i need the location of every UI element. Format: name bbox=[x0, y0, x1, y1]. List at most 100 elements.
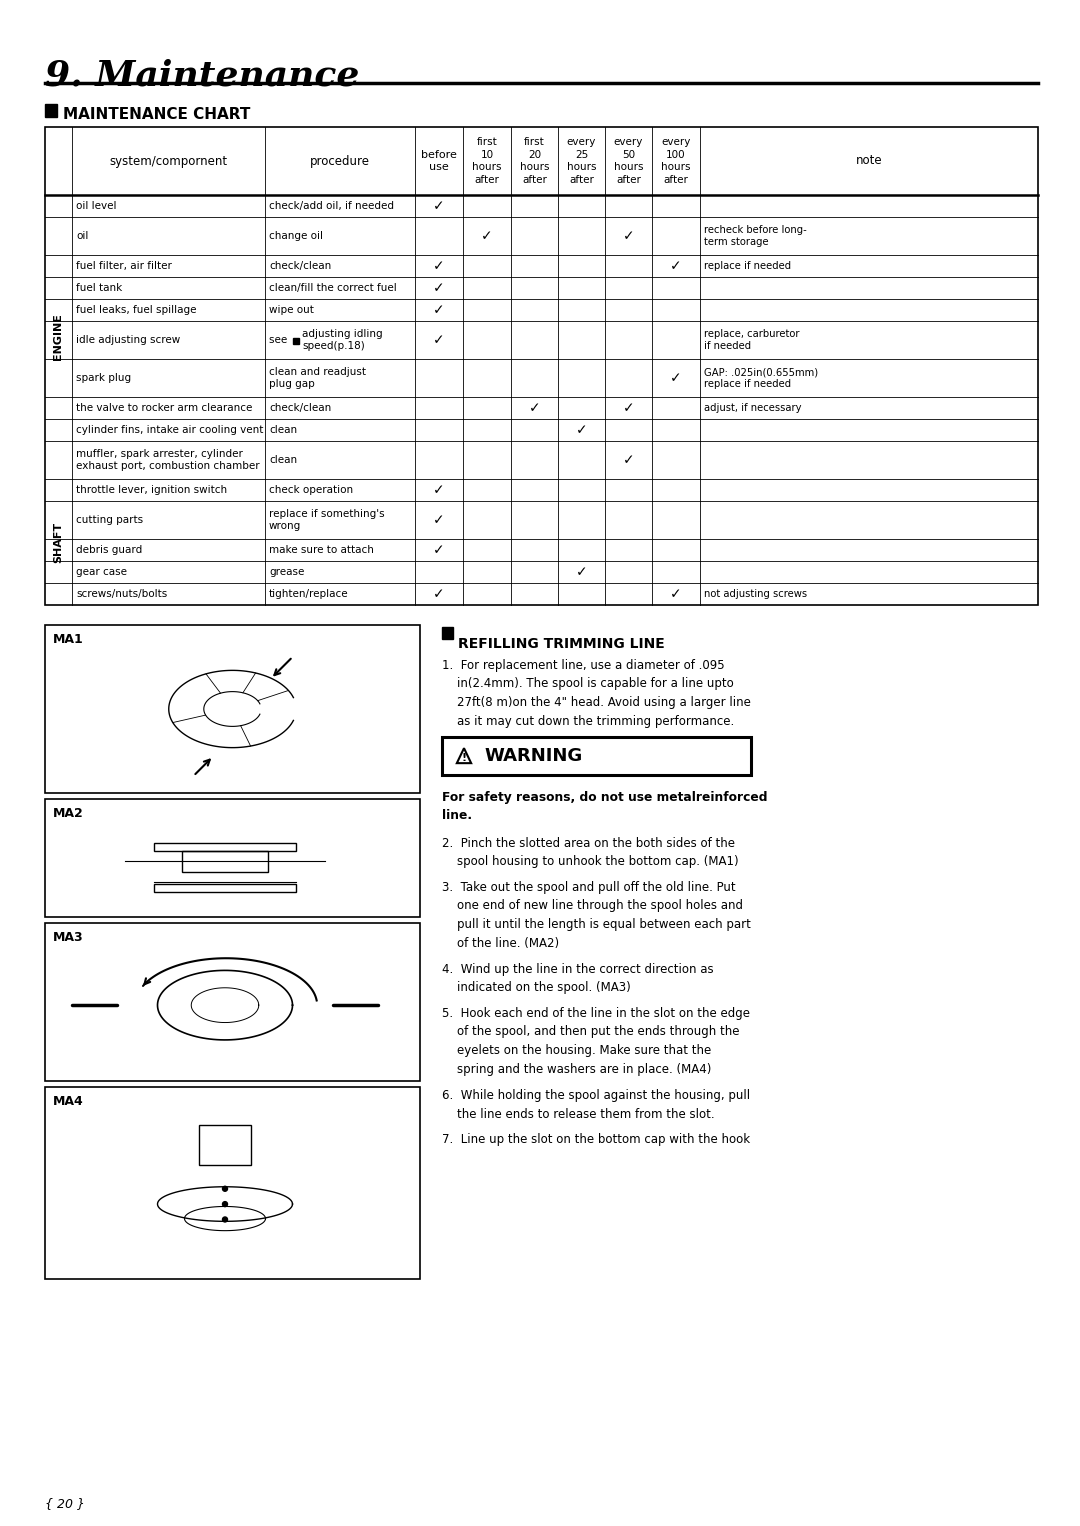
Text: ✓: ✓ bbox=[529, 401, 540, 415]
Text: gear case: gear case bbox=[76, 568, 127, 577]
Circle shape bbox=[222, 1216, 228, 1222]
Text: fuel filter, air filter: fuel filter, air filter bbox=[76, 261, 172, 272]
Text: screws/nuts/bolts: screws/nuts/bolts bbox=[76, 589, 167, 600]
Text: first
20
hours
after: first 20 hours after bbox=[519, 137, 550, 185]
Text: grease: grease bbox=[269, 568, 305, 577]
Text: MA3: MA3 bbox=[53, 931, 83, 945]
Text: ✓: ✓ bbox=[576, 565, 588, 578]
Text: ✓: ✓ bbox=[433, 543, 445, 557]
Text: GAP: .025in(0.655mm)
replace if needed: GAP: .025in(0.655mm) replace if needed bbox=[704, 368, 819, 389]
Text: SHAFT: SHAFT bbox=[53, 522, 63, 563]
Text: 2.  Pinch the slotted area on the both sides of the
    spool housing to unhook : 2. Pinch the slotted area on the both si… bbox=[442, 836, 739, 868]
Text: replace, carburetor
if needed: replace, carburetor if needed bbox=[704, 330, 799, 351]
Text: adjust, if necessary: adjust, if necessary bbox=[704, 403, 801, 414]
Bar bbox=[45, 127, 1038, 604]
Text: clean and readjust
plug gap: clean and readjust plug gap bbox=[269, 368, 366, 389]
Text: the valve to rocker arm clearance: the valve to rocker arm clearance bbox=[76, 403, 253, 414]
Text: clean: clean bbox=[269, 455, 297, 465]
Text: ENGINE: ENGINE bbox=[53, 313, 63, 360]
Text: 3.  Take out the spool and pull off the old line. Put
    one end of new line th: 3. Take out the spool and pull off the o… bbox=[442, 881, 751, 949]
Text: fuel leaks, fuel spillage: fuel leaks, fuel spillage bbox=[76, 305, 197, 314]
Text: 4.  Wind up the line in the correct direction as
    indicated on the spool. (MA: 4. Wind up the line in the correct direc… bbox=[442, 963, 714, 995]
Text: ✓: ✓ bbox=[433, 259, 445, 273]
Text: cutting parts: cutting parts bbox=[76, 514, 144, 525]
Text: 6.  While holding the spool against the housing, pull
    the line ends to relea: 6. While holding the spool against the h… bbox=[442, 1090, 751, 1120]
Text: change oil: change oil bbox=[269, 230, 323, 241]
Text: adjusting idling
speed(p.18): adjusting idling speed(p.18) bbox=[302, 330, 382, 351]
Text: replace if something's
wrong: replace if something's wrong bbox=[269, 510, 384, 531]
Text: MAINTENANCE CHART: MAINTENANCE CHART bbox=[63, 107, 251, 122]
Text: ✓: ✓ bbox=[623, 229, 634, 243]
Text: not adjusting screws: not adjusting screws bbox=[704, 589, 807, 600]
Text: make sure to attach: make sure to attach bbox=[269, 545, 374, 555]
Bar bbox=[442, 627, 453, 639]
Text: before
use: before use bbox=[421, 150, 457, 172]
Text: recheck before long-
term storage: recheck before long- term storage bbox=[704, 226, 807, 247]
Text: 7.  Line up the slot on the bottom cap with the hook: 7. Line up the slot on the bottom cap wi… bbox=[442, 1132, 751, 1146]
Bar bbox=[45, 104, 57, 118]
Text: check operation: check operation bbox=[269, 485, 353, 494]
Text: wipe out: wipe out bbox=[269, 305, 314, 314]
Text: cylinder fins, intake air cooling vent: cylinder fins, intake air cooling vent bbox=[76, 426, 264, 435]
Text: throttle lever, ignition switch: throttle lever, ignition switch bbox=[76, 485, 227, 494]
Circle shape bbox=[222, 1186, 228, 1192]
Text: spark plug: spark plug bbox=[76, 372, 131, 383]
Text: clean/fill the correct fuel: clean/fill the correct fuel bbox=[269, 282, 396, 293]
Text: 1.  For replacement line, use a diameter of .095
    in(2.4mm). The spool is cap: 1. For replacement line, use a diameter … bbox=[442, 659, 751, 728]
Bar bbox=[153, 884, 296, 893]
Bar bbox=[442, 737, 751, 775]
Bar bbox=[153, 842, 296, 852]
Text: every
100
hours
after: every 100 hours after bbox=[661, 137, 691, 185]
Text: debris guard: debris guard bbox=[76, 545, 143, 555]
Text: 9. Maintenance: 9. Maintenance bbox=[45, 58, 360, 92]
Bar bbox=[45, 626, 420, 794]
Text: system/compornent: system/compornent bbox=[109, 154, 228, 168]
Text: idle adjusting screw: idle adjusting screw bbox=[76, 336, 180, 345]
Bar bbox=[199, 1125, 252, 1166]
Bar bbox=[293, 337, 299, 343]
Bar bbox=[45, 923, 420, 1080]
Text: every
50
hours
after: every 50 hours after bbox=[613, 137, 644, 185]
Text: ✓: ✓ bbox=[433, 513, 445, 526]
Text: ✓: ✓ bbox=[623, 453, 634, 467]
Text: MA4: MA4 bbox=[53, 1096, 84, 1108]
Text: procedure: procedure bbox=[310, 154, 370, 168]
Text: ✓: ✓ bbox=[671, 371, 681, 385]
Bar bbox=[45, 1087, 420, 1279]
Text: ✓: ✓ bbox=[576, 423, 588, 436]
Text: ✓: ✓ bbox=[671, 259, 681, 273]
Text: ✓: ✓ bbox=[433, 333, 445, 346]
Text: replace if needed: replace if needed bbox=[704, 261, 792, 272]
Text: check/add oil, if needed: check/add oil, if needed bbox=[269, 201, 394, 211]
Text: check/clean: check/clean bbox=[269, 261, 332, 272]
Text: ✓: ✓ bbox=[671, 588, 681, 601]
Circle shape bbox=[222, 1201, 228, 1207]
Bar bbox=[183, 852, 268, 871]
Text: WARNING: WARNING bbox=[484, 748, 582, 765]
Text: MA1: MA1 bbox=[53, 633, 84, 645]
Text: 5.  Hook each end of the line in the slot on the edge
    of the spool, and then: 5. Hook each end of the line in the slot… bbox=[442, 1007, 750, 1076]
Text: oil: oil bbox=[76, 230, 89, 241]
Text: tighten/replace: tighten/replace bbox=[269, 589, 349, 600]
Text: first
10
hours
after: first 10 hours after bbox=[472, 137, 502, 185]
Text: ✓: ✓ bbox=[433, 484, 445, 497]
Text: ✓: ✓ bbox=[623, 401, 634, 415]
Text: oil level: oil level bbox=[76, 201, 117, 211]
Text: note: note bbox=[855, 154, 882, 168]
Text: MA2: MA2 bbox=[53, 807, 84, 819]
Text: ✓: ✓ bbox=[433, 304, 445, 317]
Text: For safety reasons, do not use metalreinforced
line.: For safety reasons, do not use metalrein… bbox=[442, 790, 768, 823]
Text: ✓: ✓ bbox=[482, 229, 492, 243]
Text: !: ! bbox=[461, 752, 467, 763]
Text: check/clean: check/clean bbox=[269, 403, 332, 414]
Text: fuel tank: fuel tank bbox=[76, 282, 122, 293]
Text: every
25
hours
after: every 25 hours after bbox=[567, 137, 596, 185]
Text: muffler, spark arrester, cylinder
exhaust port, combustion chamber: muffler, spark arrester, cylinder exhaus… bbox=[76, 449, 259, 472]
Bar bbox=[45, 800, 420, 917]
Text: ✓: ✓ bbox=[433, 281, 445, 295]
Text: see: see bbox=[269, 336, 291, 345]
Text: ✓: ✓ bbox=[433, 198, 445, 214]
Text: ✓: ✓ bbox=[433, 588, 445, 601]
Text: { 20 }: { 20 } bbox=[45, 1497, 85, 1511]
Text: REFILLING TRIMMING LINE: REFILLING TRIMMING LINE bbox=[458, 636, 665, 652]
